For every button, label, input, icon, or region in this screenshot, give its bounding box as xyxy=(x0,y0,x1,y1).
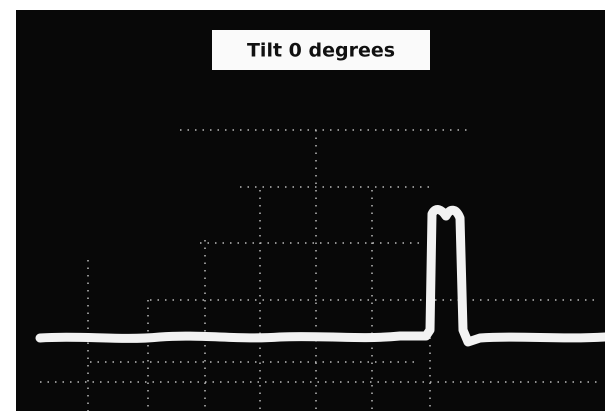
label-box xyxy=(212,30,430,70)
signal-trace xyxy=(35,205,605,347)
screen xyxy=(16,10,605,411)
label-text: Tilt 0 degrees xyxy=(247,40,395,62)
